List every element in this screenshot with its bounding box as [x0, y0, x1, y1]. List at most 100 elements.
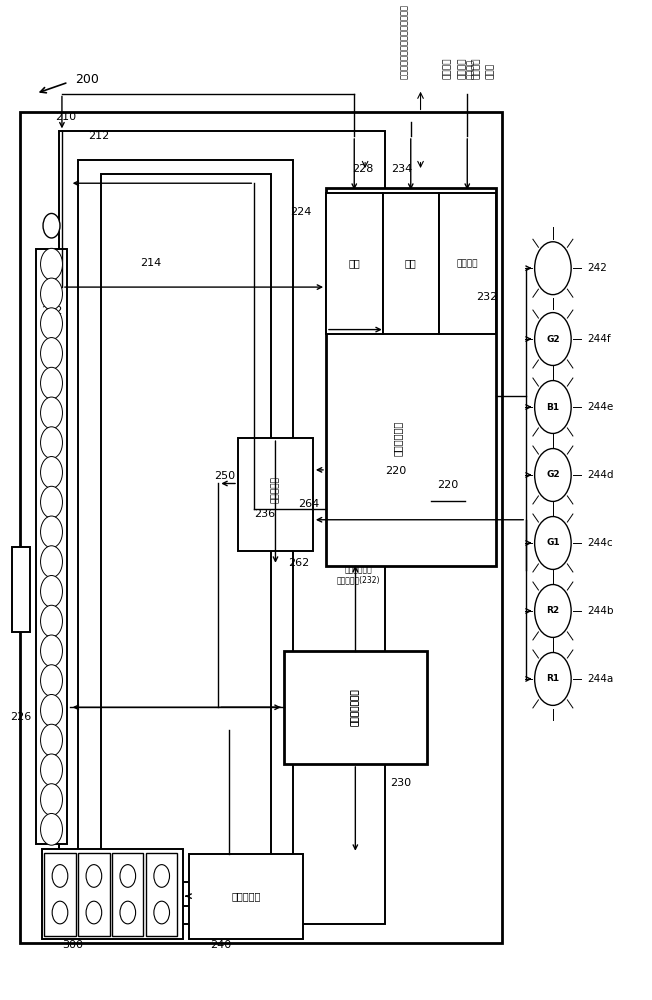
- Circle shape: [535, 313, 571, 365]
- Circle shape: [535, 585, 571, 637]
- Text: 制输入: 制输入: [486, 63, 496, 79]
- Bar: [189, 854, 303, 939]
- Bar: [383, 193, 439, 334]
- Text: 300: 300: [62, 940, 83, 950]
- Text: G2: G2: [546, 335, 559, 344]
- Circle shape: [535, 653, 571, 705]
- Circle shape: [40, 813, 63, 845]
- Circle shape: [535, 449, 571, 501]
- Circle shape: [52, 865, 68, 887]
- Bar: [78, 853, 110, 936]
- Circle shape: [40, 278, 63, 310]
- Text: 224: 224: [290, 207, 312, 217]
- Bar: [439, 193, 496, 334]
- Circle shape: [86, 865, 102, 887]
- Circle shape: [40, 635, 63, 667]
- Text: 颜色: 颜色: [405, 258, 417, 268]
- Circle shape: [40, 486, 63, 518]
- Bar: [238, 438, 313, 551]
- Circle shape: [120, 901, 136, 924]
- Bar: [112, 853, 143, 936]
- Circle shape: [120, 865, 136, 887]
- Text: 244f: 244f: [587, 334, 611, 344]
- Circle shape: [154, 865, 170, 887]
- Text: 244a: 244a: [587, 674, 614, 684]
- Text: G1: G1: [546, 538, 559, 547]
- Text: 的白点控: 的白点控: [472, 58, 481, 79]
- Text: 来自光调制器电路的白点控制输入: 来自光调制器电路的白点控制输入: [400, 4, 409, 79]
- Text: B1: B1: [546, 403, 559, 412]
- Text: 244e: 244e: [587, 402, 614, 412]
- Bar: [12, 547, 30, 632]
- Bar: [284, 651, 427, 764]
- Circle shape: [40, 338, 63, 369]
- Circle shape: [40, 248, 63, 280]
- Bar: [101, 174, 271, 882]
- Text: 220: 220: [385, 466, 406, 476]
- Text: 212: 212: [88, 131, 110, 141]
- Text: 去往包含白点
控制器装置(232): 去往包含白点 控制器装置(232): [337, 565, 380, 585]
- Circle shape: [40, 397, 63, 429]
- Text: 240: 240: [211, 940, 232, 950]
- Bar: [44, 853, 76, 936]
- Text: G2: G2: [546, 470, 559, 479]
- Circle shape: [40, 724, 63, 756]
- Circle shape: [154, 901, 170, 924]
- Text: 236: 236: [254, 509, 275, 519]
- Text: 模式控制器: 模式控制器: [271, 476, 280, 503]
- Text: 228: 228: [352, 164, 374, 174]
- Circle shape: [40, 516, 63, 548]
- Circle shape: [40, 457, 63, 488]
- Circle shape: [40, 605, 63, 637]
- Text: R1: R1: [546, 674, 559, 683]
- Bar: [36, 249, 67, 844]
- Bar: [78, 160, 293, 906]
- Text: 220: 220: [437, 480, 458, 490]
- Bar: [146, 853, 177, 936]
- Circle shape: [40, 308, 63, 340]
- Text: 264: 264: [299, 499, 320, 509]
- Circle shape: [40, 665, 63, 696]
- Text: 来自光调: 来自光调: [443, 58, 452, 79]
- Text: 光调制器控制器: 光调制器控制器: [351, 688, 360, 726]
- Text: 230: 230: [390, 778, 411, 788]
- Circle shape: [535, 381, 571, 433]
- Text: 232: 232: [476, 292, 497, 302]
- Text: 光调制器控制器: 光调制器控制器: [351, 688, 360, 726]
- Circle shape: [40, 694, 63, 726]
- Circle shape: [52, 901, 68, 924]
- Bar: [20, 112, 502, 943]
- Text: 226: 226: [10, 712, 32, 722]
- Circle shape: [43, 213, 60, 238]
- Text: R2: R2: [546, 606, 559, 615]
- Text: 控制输入: 控制输入: [466, 59, 475, 79]
- Circle shape: [40, 784, 63, 815]
- Circle shape: [40, 546, 63, 577]
- Circle shape: [40, 576, 63, 607]
- Text: 动态白点: 动态白点: [456, 259, 478, 268]
- Circle shape: [535, 517, 571, 569]
- Text: 234: 234: [391, 164, 413, 174]
- Text: 244d: 244d: [587, 470, 614, 480]
- Bar: [326, 193, 383, 334]
- Text: 背光源控制器: 背光源控制器: [393, 421, 402, 456]
- Text: 242: 242: [587, 263, 607, 273]
- Text: 244b: 244b: [587, 606, 614, 616]
- Circle shape: [40, 367, 63, 399]
- Bar: [59, 131, 385, 924]
- Circle shape: [535, 242, 571, 295]
- Text: 背光源电源: 背光源电源: [231, 891, 261, 901]
- Circle shape: [40, 427, 63, 459]
- Text: 温度: 温度: [348, 258, 360, 268]
- Text: 214: 214: [140, 258, 162, 268]
- Text: 制器电路: 制器电路: [458, 58, 467, 79]
- Text: 262: 262: [288, 558, 310, 568]
- Text: 200: 200: [75, 73, 99, 86]
- Text: 222: 222: [41, 306, 63, 316]
- Text: 244c: 244c: [587, 538, 613, 548]
- Circle shape: [40, 754, 63, 786]
- Bar: [326, 188, 496, 566]
- Bar: [42, 849, 183, 939]
- Text: 210: 210: [55, 112, 76, 122]
- Circle shape: [86, 901, 102, 924]
